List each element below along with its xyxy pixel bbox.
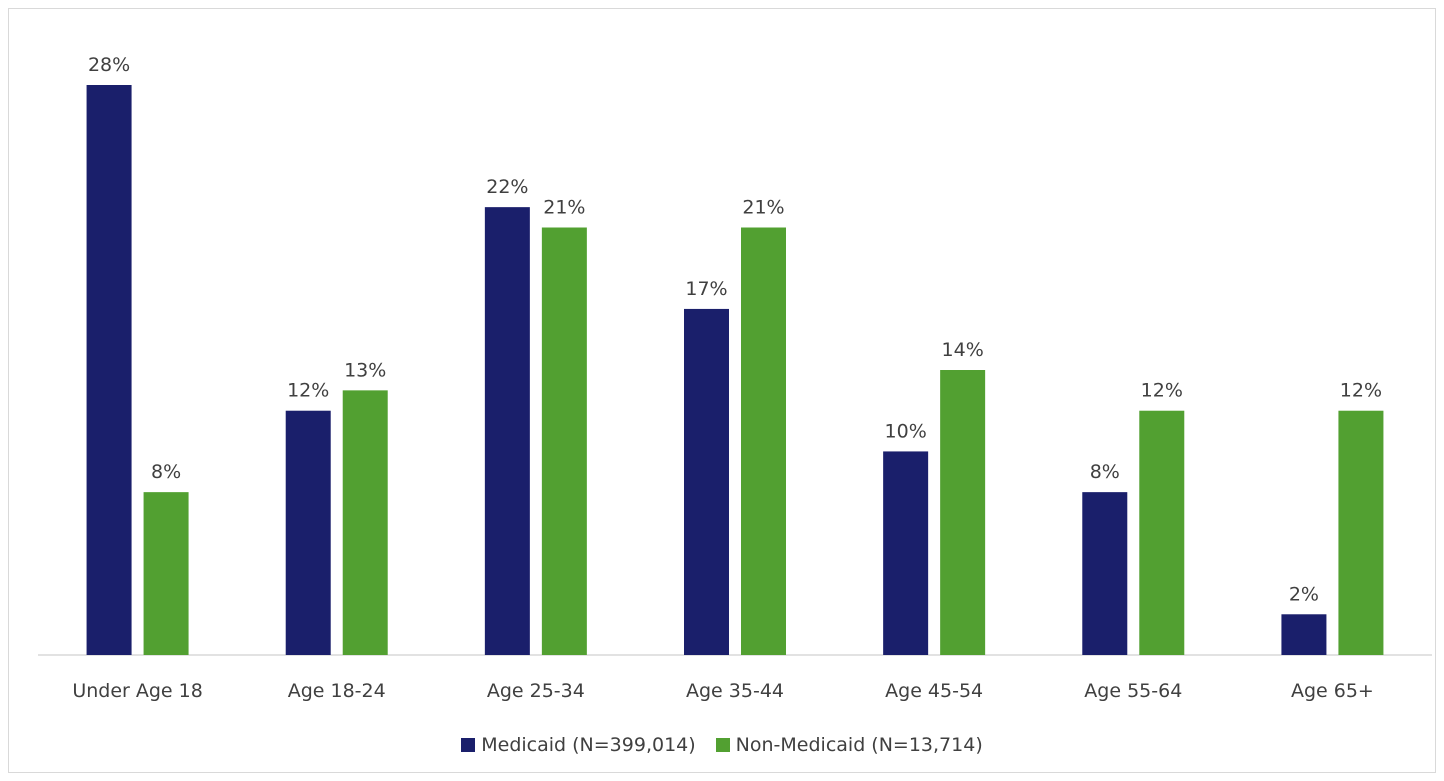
legend-swatch-medicaid: [461, 738, 476, 752]
bar-medicaid-1: [285, 410, 331, 655]
bar-medicaid-6: [1281, 614, 1327, 655]
bar-medicaid-4: [883, 451, 929, 655]
data-label-non-medicaid-1: 13%: [344, 359, 386, 381]
bar-non-medicaid-3: [741, 227, 786, 655]
x-tick-label-1: Age 18-24: [288, 680, 386, 702]
x-tick-label-3: Age 35-44: [686, 680, 784, 702]
data-label-non-medicaid-4: 14%: [942, 339, 984, 361]
x-tick-label-4: Age 45-54: [885, 680, 983, 702]
data-label-medicaid-2: 22%: [486, 176, 528, 198]
data-label-medicaid-4: 10%: [885, 420, 927, 442]
bar-non-medicaid-1: [342, 390, 388, 655]
data-label-non-medicaid-5: 12%: [1141, 380, 1183, 402]
x-tick-label-6: Age 65+: [1291, 680, 1374, 702]
data-label-non-medicaid-0: 8%: [151, 461, 181, 483]
legend-item-medicaid: Medicaid (N=399,014): [461, 734, 696, 756]
bar-medicaid-0: [86, 85, 132, 655]
data-label-medicaid-5: 8%: [1090, 461, 1120, 483]
bar-medicaid-5: [1082, 492, 1128, 655]
legend-swatch-non-medicaid: [715, 738, 730, 752]
data-label-non-medicaid-2: 21%: [543, 197, 585, 219]
bar-medicaid-2: [484, 207, 530, 655]
bar-non-medicaid-2: [541, 227, 587, 655]
bar-medicaid-3: [684, 308, 729, 655]
data-label-non-medicaid-3: 21%: [742, 197, 784, 219]
bar-non-medicaid-5: [1139, 410, 1185, 655]
data-label-medicaid-3: 17%: [685, 278, 727, 300]
x-tick-label-5: Age 55-64: [1084, 680, 1182, 702]
data-label-medicaid-0: 28%: [88, 54, 130, 76]
data-label-non-medicaid-6: 12%: [1340, 380, 1382, 402]
legend-label-medicaid: Medicaid (N=399,014): [481, 734, 696, 756]
x-tick-label-0: Under Age 18: [72, 680, 203, 702]
legend: Medicaid (N=399,014) Non-Medicaid (N=13,…: [0, 734, 1444, 756]
legend-item-non-medicaid: Non-Medicaid (N=13,714): [715, 734, 983, 756]
data-label-medicaid-1: 12%: [287, 380, 329, 402]
bar-non-medicaid-6: [1338, 410, 1384, 655]
legend-label-non-medicaid: Non-Medicaid (N=13,714): [735, 734, 983, 756]
bar-non-medicaid-4: [940, 370, 986, 655]
data-label-medicaid-6: 2%: [1289, 583, 1319, 605]
x-tick-label-2: Age 25-34: [487, 680, 585, 702]
bar-non-medicaid-0: [143, 492, 189, 655]
